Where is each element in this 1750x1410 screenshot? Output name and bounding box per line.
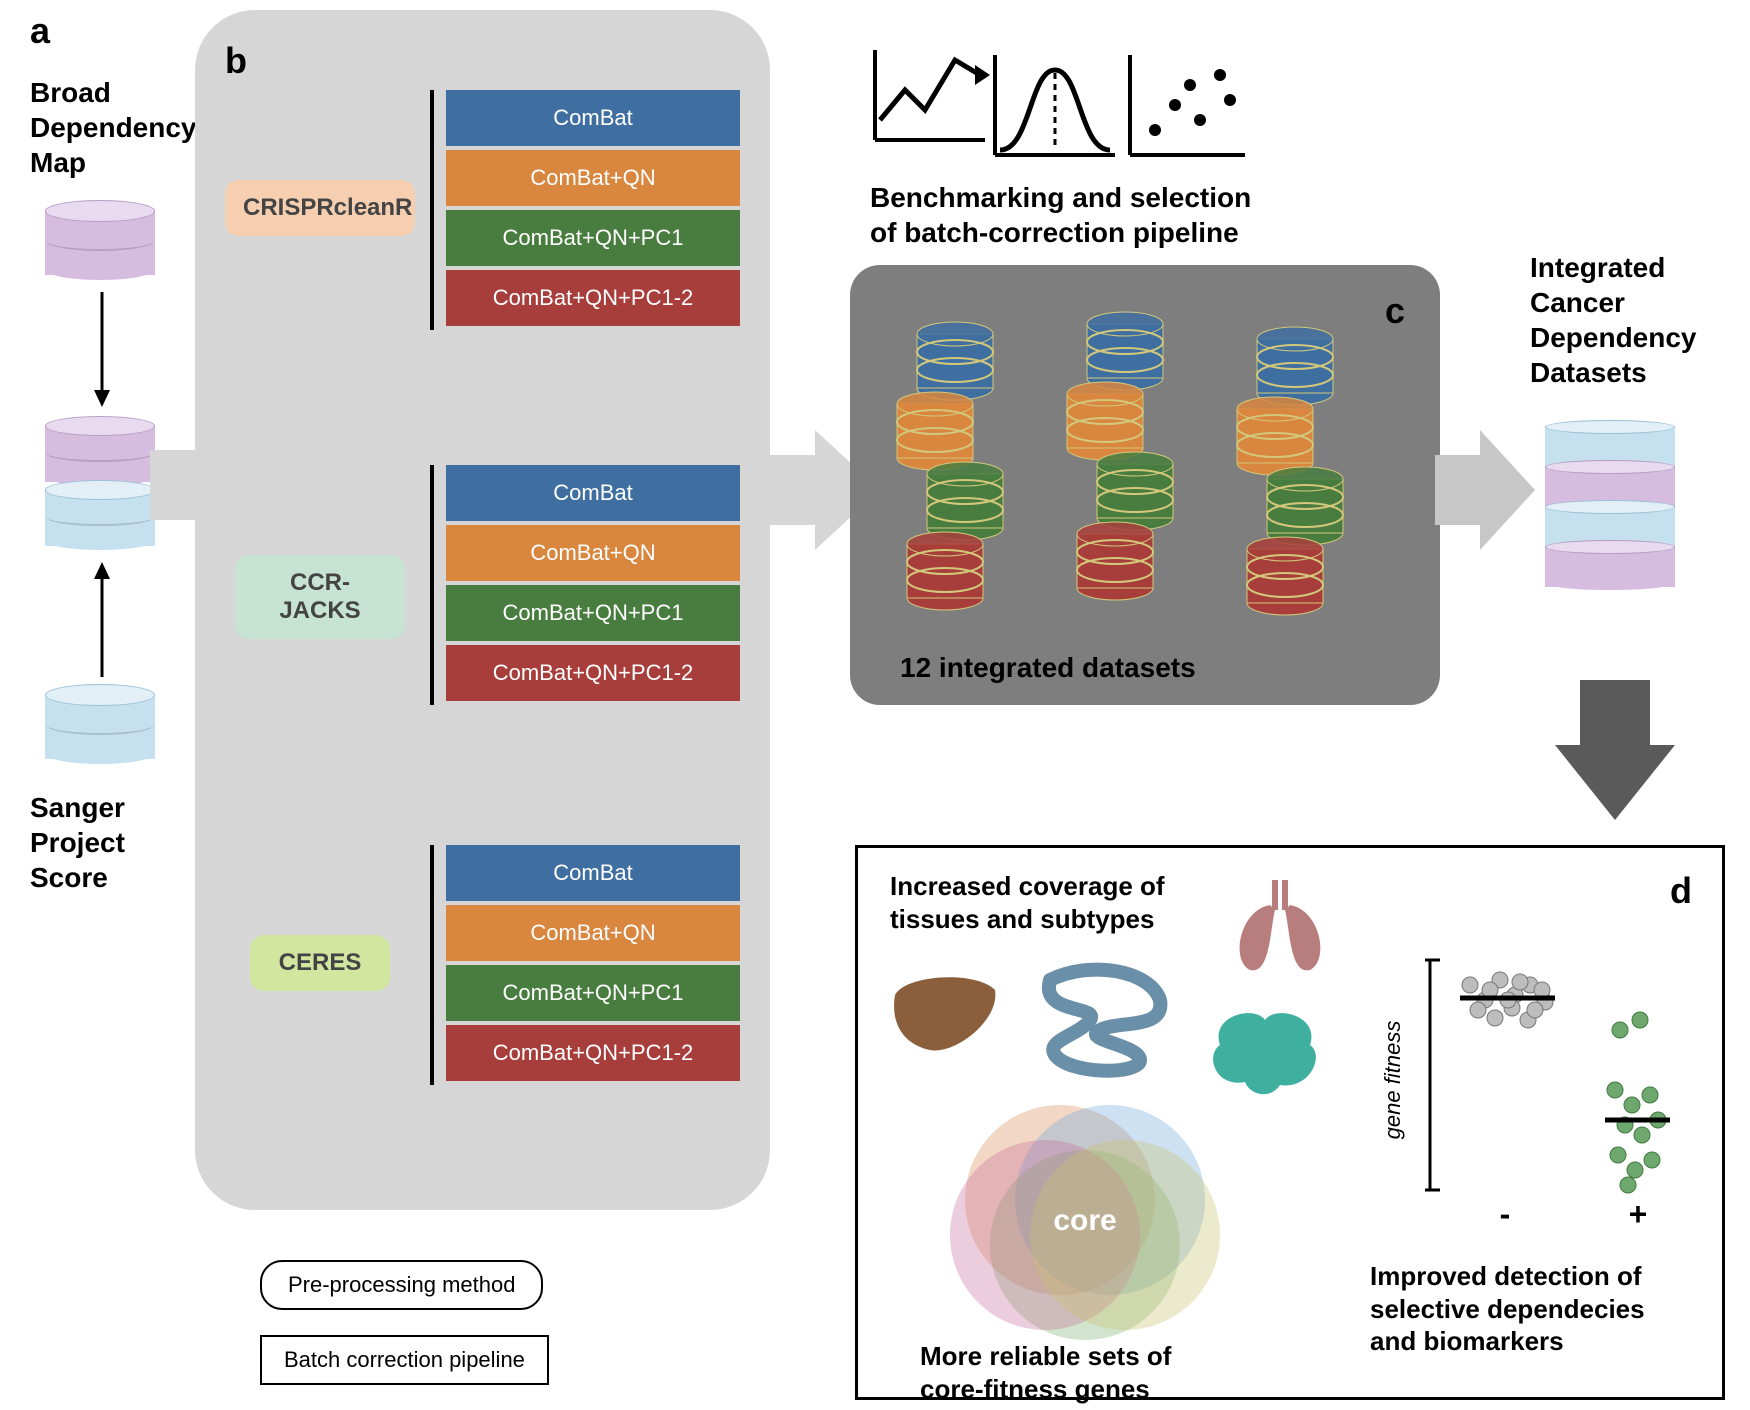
batch-row: ComBat+QN	[446, 525, 740, 581]
batch-row: ComBat+QN+PC1-2	[446, 645, 740, 701]
title-sanger: Sanger Project Score	[30, 790, 125, 895]
block-arrow-c-to-integrated	[1435, 430, 1535, 550]
strip-xplus: +	[1629, 1196, 1648, 1232]
c-caption: 12 integrated datasets	[900, 650, 1196, 685]
title-benchmark: Benchmarking and selection of batch-corr…	[870, 180, 1251, 250]
legend-batch-pipeline: Batch correction pipeline	[260, 1335, 549, 1385]
batch-row: ComBat+QN+PC1	[446, 210, 740, 266]
title-integrated: Integrated Cancer Dependency Datasets	[1530, 250, 1697, 390]
batch-row: ComBat+QN+PC1-2	[446, 270, 740, 326]
method-pill-ccr: CCR-JACKS	[235, 555, 405, 639]
batch-stack-ccr: ComBat ComBat+QN ComBat+QN+PC1 ComBat+QN…	[430, 465, 740, 705]
method-pill-crispr: CRISPRcleanR	[225, 180, 415, 236]
db-merged-top	[45, 416, 155, 486]
batch-row: ComBat+QN+PC1	[446, 585, 740, 641]
arrow-broad-down	[92, 292, 112, 407]
batch-row: ComBat+QN+PC1	[446, 965, 740, 1021]
batch-row: ComBat	[446, 845, 740, 901]
lung-icon	[1220, 870, 1340, 980]
panel-label-d: d	[1670, 870, 1692, 912]
strip-plot: gene fitness - +	[1370, 930, 1710, 1240]
batch-row: ComBat	[446, 465, 740, 521]
db-merged-bottom	[45, 480, 155, 550]
block-arrow-integrated-to-d	[1555, 680, 1675, 820]
c-datasets-grid	[880, 300, 1410, 640]
batch-row: ComBat+QN	[446, 905, 740, 961]
legend-preprocessing: Pre-processing method	[260, 1260, 543, 1310]
strip-ylabel: gene fitness	[1380, 1021, 1405, 1140]
panel-label-b: b	[225, 40, 247, 82]
db-broad	[45, 200, 155, 280]
panel-label-a: a	[30, 10, 50, 52]
batch-row: ComBat+QN+PC1-2	[446, 1025, 740, 1081]
strip-xminus: -	[1500, 1196, 1511, 1232]
venn-core-label: core	[1053, 1204, 1116, 1237]
arrow-sanger-up	[92, 562, 112, 677]
liver-icon	[885, 970, 1005, 1060]
batch-stack-ceres: ComBat ComBat+QN ComBat+QN+PC1 ComBat+QN…	[430, 845, 740, 1085]
d-title-tissue: Increased coverage of tissues and subtyp…	[890, 870, 1165, 935]
benchmark-icons	[870, 20, 1250, 170]
batch-stack-crispr: ComBat ComBat+QN ComBat+QN+PC1 ComBat+QN…	[430, 90, 740, 330]
db-integrated-4	[1545, 540, 1675, 590]
db-sanger	[45, 684, 155, 764]
venn-core: core	[930, 1080, 1240, 1350]
intestine-icon	[1030, 960, 1180, 1080]
method-pill-ceres: CERES	[250, 935, 390, 991]
d-title-core: More reliable sets of core-fitness genes	[920, 1340, 1171, 1405]
batch-row: ComBat+QN	[446, 150, 740, 206]
d-title-select: Improved detection of selective dependec…	[1370, 1260, 1645, 1358]
batch-row: ComBat	[446, 90, 740, 146]
title-broad: Broad Dependency Map	[30, 75, 197, 180]
